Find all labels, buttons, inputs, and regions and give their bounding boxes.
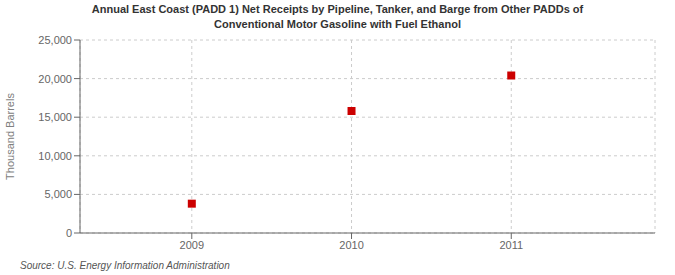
svg-text:5,000: 5,000 (44, 188, 72, 200)
svg-text:15,000: 15,000 (38, 111, 72, 123)
svg-text:25,000: 25,000 (38, 34, 72, 46)
svg-text:20,000: 20,000 (38, 73, 72, 85)
svg-text:10,000: 10,000 (38, 150, 72, 162)
svg-text:2011: 2011 (499, 239, 523, 251)
svg-text:2009: 2009 (180, 239, 204, 251)
svg-text:Thousand Barrels: Thousand Barrels (8, 93, 16, 180)
svg-text:2010: 2010 (339, 239, 363, 251)
svg-text:0: 0 (66, 227, 72, 239)
html-text:Source: U.S. Energy Informatio: Source: U.S. Energy Information Administ… (20, 260, 230, 271)
html-text:Annual East Coast (PADD 1) Net: Annual East Coast (PADD 1) Net Receipts … (91, 3, 584, 30)
